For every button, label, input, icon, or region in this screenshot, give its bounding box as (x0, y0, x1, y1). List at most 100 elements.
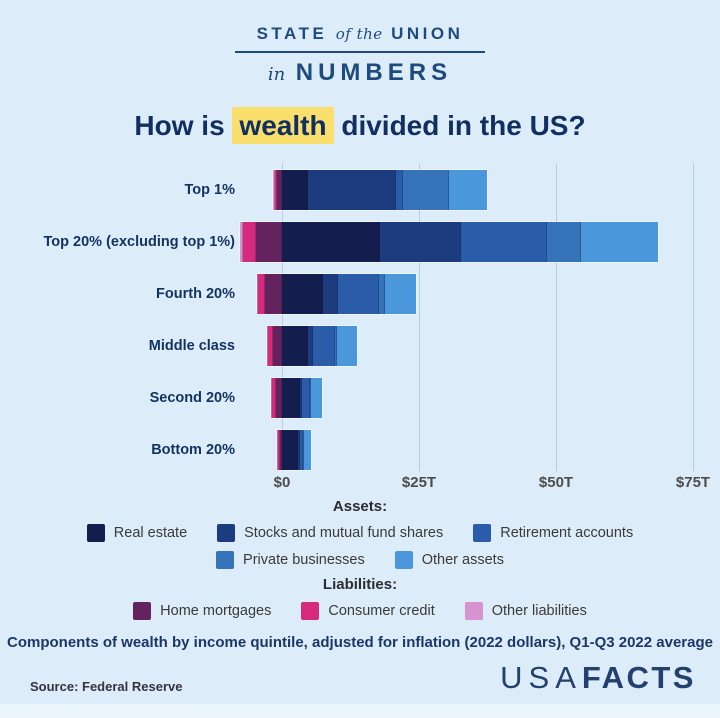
bar-segment-private-businesses (335, 326, 338, 366)
bar-segment-stocks (323, 274, 338, 314)
row-label: Fourth 20% (156, 286, 235, 302)
legend-item-other-assets: Other assets (394, 551, 504, 569)
x-axis-tick-label: $25T (401, 474, 437, 491)
bar-segment-retirement-accounts (312, 326, 336, 366)
bar-segment-home-mortgages (277, 170, 282, 210)
gridline (693, 163, 694, 471)
legend-swatch-private-businesses (216, 551, 235, 569)
bar-segment-home-mortgages (276, 378, 283, 418)
stacked-bar (257, 274, 416, 314)
bar-segment-other-assets (384, 274, 416, 314)
stacked-bar (276, 430, 311, 470)
masthead-numbers: NUMBERS (295, 59, 453, 86)
legend-swatch-stocks (217, 524, 236, 542)
bar-segment-other-assets (449, 170, 488, 210)
legend-swatch-other-assets (394, 551, 413, 569)
bar-segment-stocks (379, 222, 462, 262)
bar-segment-other-assets (311, 378, 323, 418)
legend-item-consumer-credit: Consumer credit (301, 602, 435, 620)
masthead: STATE of the UNION in NUMBERS (0, 24, 720, 87)
legend-label: Real estate (113, 525, 188, 541)
masthead-state: STATE (256, 24, 328, 43)
bar-segment-retirement-accounts (395, 170, 403, 210)
bar-segment-retirement-accounts (461, 222, 547, 262)
bar-segment-stocks (299, 378, 303, 418)
masthead-in: in (267, 64, 286, 85)
legend-row: Real estate Stocks and mutual fund shares… (0, 524, 720, 542)
bar-segment-other-liabilities (276, 430, 278, 470)
gridline (419, 163, 420, 471)
bar-segment-real-estate (281, 222, 380, 262)
legend-label: Consumer credit (328, 603, 435, 619)
bar-segment-home-mortgages (273, 326, 282, 366)
bar-segment-private-businesses (546, 222, 581, 262)
usafacts-logo: USAFACTS (500, 660, 696, 696)
stacked-bar (240, 222, 659, 262)
bar-segment-consumer-credit (274, 170, 278, 210)
legend-swatch-other-liabilities (464, 602, 483, 620)
gridline (282, 163, 283, 471)
legend-swatch-real-estate (86, 524, 105, 542)
stacked-bar (273, 170, 488, 210)
row-label: Top 20% (excluding top 1%) (43, 234, 235, 250)
legend-swatch-retirement-accounts (473, 524, 492, 542)
x-axis-tick-label: $75T (675, 474, 711, 491)
legend-item-home-mortgages: Home mortgages (133, 602, 271, 620)
legend-swatch-consumer-credit (301, 602, 320, 620)
legend-label: Home mortgages (160, 603, 272, 619)
assets-legend-rows: Real estate Stocks and mutual fund shares… (0, 524, 720, 569)
assets-legend-title: Assets: (332, 498, 388, 515)
legend-item-real-estate: Real estate (86, 524, 188, 542)
bar-segment-consumer-credit (258, 274, 265, 314)
usafacts-logo-facts: FACTS (581, 660, 696, 695)
bar-segment-consumer-credit (272, 378, 277, 418)
bar-segment-private-businesses (302, 430, 304, 470)
masthead-line1: STATE of the UNION (235, 24, 485, 53)
chart-footnote: Components of wealth by income quintile,… (7, 634, 713, 651)
legend-item-stocks: Stocks and mutual fund shares (217, 524, 443, 542)
stacked-bar (271, 378, 323, 418)
source-attribution: Source: Federal Reserve (30, 679, 183, 694)
bar-segment-other-liabilities (240, 222, 244, 262)
masthead-union: UNION (391, 24, 464, 43)
legend-label: Private businesses (243, 552, 365, 568)
bottom-edge-strip (0, 704, 720, 718)
bar-segment-retirement-accounts (337, 274, 380, 314)
legend-item-retirement-accounts: Retirement accounts (473, 524, 633, 542)
legend-label: Other liabilities (491, 603, 587, 619)
bar-segment-private-businesses (402, 170, 450, 210)
bar-segment-other-liabilities (267, 326, 269, 366)
bar-segment-home-mortgages (264, 274, 282, 314)
bar-segment-private-businesses (379, 274, 385, 314)
row-label: Second 20% (149, 390, 235, 406)
bar-segment-other-liabilities (273, 170, 275, 210)
bar-segment-other-assets (580, 222, 659, 262)
bar-segment-real-estate (281, 274, 324, 314)
title-suffix: divided in the US? (333, 110, 586, 141)
bar-segment-stocks (308, 170, 396, 210)
stacked-bar (267, 326, 358, 366)
legend-label: Stocks and mutual fund shares (244, 525, 444, 541)
assets-legend: Assets: Real estate Stocks and mutual fun… (0, 498, 720, 569)
legend-label: Retirement accounts (500, 525, 634, 541)
bar-segment-consumer-credit (243, 222, 257, 262)
bar-segment-other-assets (337, 326, 358, 366)
usafacts-logo-usa: USA (500, 660, 582, 695)
bar-segment-consumer-credit (277, 430, 280, 470)
bar-segment-real-estate (282, 378, 300, 418)
bar-segment-retirement-accounts (302, 378, 311, 418)
row-label: Bottom 20% (151, 442, 235, 458)
bar-segment-home-mortgages (279, 430, 283, 470)
legend-row: Home mortgages Consumer credit Other liabi… (0, 602, 720, 620)
bar-segment-retirement-accounts (299, 430, 303, 470)
bar-segment-other-assets (303, 430, 311, 470)
x-axis-tick-label: $0 (273, 474, 291, 491)
bar-segment-home-mortgages (256, 222, 282, 262)
masthead-of-the: of the (335, 25, 383, 43)
bar-segment-stocks (307, 326, 313, 366)
liabilities-legend-rows: Home mortgages Consumer credit Other liabi… (0, 602, 720, 620)
bar-segment-real-estate (281, 326, 308, 366)
x-axis-tick-label: $50T (538, 474, 574, 491)
